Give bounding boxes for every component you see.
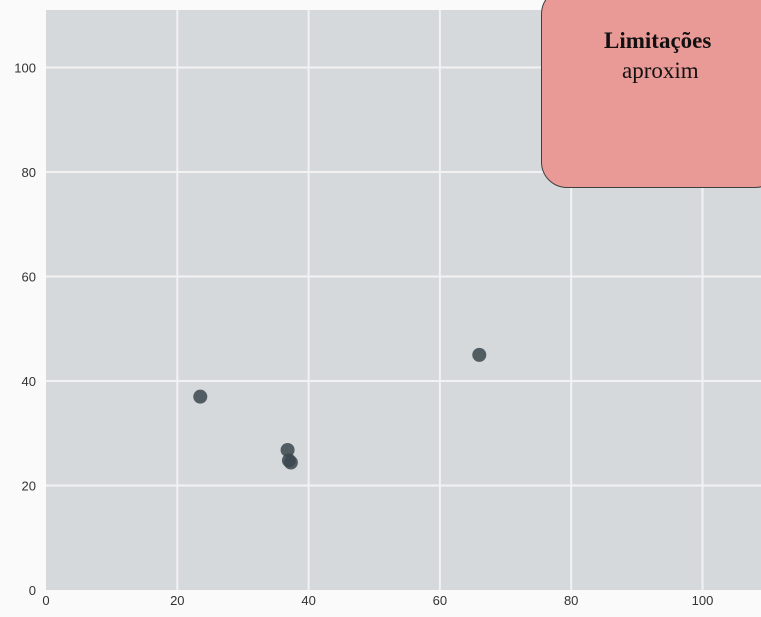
data-point: [283, 455, 298, 470]
data-point: [193, 389, 208, 404]
y-axis-ticks: 0 20 40 60 80 100: [14, 61, 36, 599]
x-axis-ticks: 0 20 40 60 80 100: [42, 593, 713, 608]
y-tick-label: 60: [22, 270, 36, 285]
x-tick-label: 0: [42, 593, 49, 608]
y-tick-label: 100: [14, 61, 36, 76]
y-tick-label: 40: [22, 374, 36, 389]
callout-text: aproxim: [622, 58, 699, 83]
callout-title: Limitações: [604, 28, 712, 53]
y-tick-label: 0: [29, 583, 36, 598]
callout-box: Limitações aproxim: [541, 0, 761, 188]
data-point: [472, 347, 487, 362]
y-tick-label: 80: [22, 165, 36, 180]
x-tick-label: 20: [170, 593, 184, 608]
x-tick-label: 60: [433, 593, 447, 608]
x-tick-label: 100: [692, 593, 714, 608]
data-points: [193, 347, 487, 470]
x-tick-label: 80: [564, 593, 578, 608]
y-tick-label: 20: [22, 479, 36, 494]
x-tick-label: 40: [301, 593, 315, 608]
data-point: [280, 442, 295, 457]
